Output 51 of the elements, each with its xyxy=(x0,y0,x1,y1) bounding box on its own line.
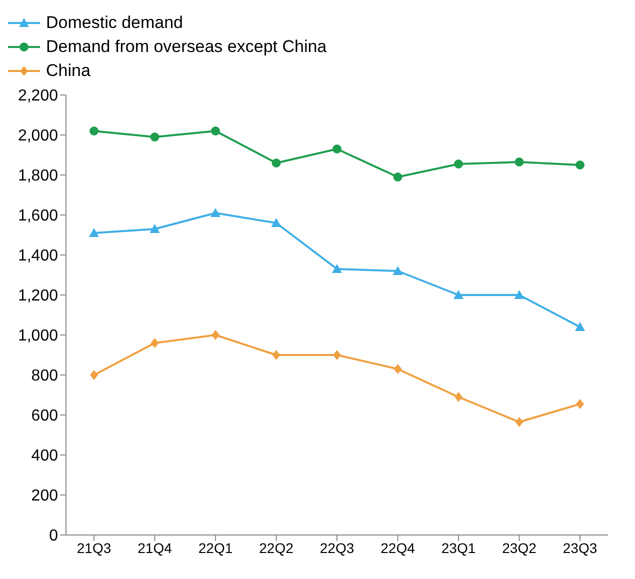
point xyxy=(515,417,524,427)
point xyxy=(333,350,341,360)
point xyxy=(454,160,463,168)
y-tick-label: 200 xyxy=(31,488,58,505)
point xyxy=(211,126,220,136)
point xyxy=(394,364,402,374)
point xyxy=(454,290,464,299)
legend-label: Demand from overseas except China xyxy=(46,37,327,57)
legend-label: Domestic demand xyxy=(46,13,184,33)
y-tick-label: 2,200 xyxy=(18,88,58,105)
y-tick-label: 1,800 xyxy=(18,168,58,185)
y-tick-label: 1,600 xyxy=(18,208,58,225)
point xyxy=(576,399,584,409)
x-tick-label: 23Q1 xyxy=(441,540,476,556)
y-tick-label: 0 xyxy=(49,528,58,545)
point xyxy=(212,330,220,340)
point xyxy=(89,228,99,237)
x-tick-label: 21Q4 xyxy=(138,540,172,556)
point xyxy=(454,392,462,402)
point xyxy=(514,290,524,299)
legend-label: China xyxy=(46,61,90,81)
y-tick-label: 1,200 xyxy=(18,288,58,305)
point xyxy=(210,208,220,217)
x-tick-label: 22Q3 xyxy=(320,540,354,556)
point xyxy=(150,224,160,233)
point xyxy=(90,126,98,136)
x-tick-label: 23Q2 xyxy=(502,540,537,556)
point xyxy=(332,144,342,154)
x-tick-label: 22Q1 xyxy=(198,540,233,556)
point xyxy=(272,350,280,360)
x-tick-label: 22Q4 xyxy=(380,540,416,556)
y-tick-label: 800 xyxy=(31,368,58,385)
y-tick-label: 1,400 xyxy=(18,248,58,265)
y-tick-label: 1,000 xyxy=(18,328,58,345)
point xyxy=(392,266,403,275)
point xyxy=(332,264,342,273)
y-tick-label: 400 xyxy=(31,448,58,465)
point xyxy=(576,160,584,170)
x-tick-label: 23Q3 xyxy=(562,540,598,556)
x-tick-label: 22Q2 xyxy=(259,540,294,556)
point xyxy=(150,338,159,348)
point xyxy=(272,158,281,168)
point xyxy=(150,132,160,142)
point xyxy=(575,322,585,331)
y-tick-label: 2,000 xyxy=(18,128,58,145)
x-tick-label: 21Q3 xyxy=(76,540,112,556)
y-tick-label: 600 xyxy=(31,408,58,425)
point xyxy=(393,172,402,182)
point xyxy=(90,370,98,380)
point xyxy=(514,158,524,166)
point xyxy=(271,218,282,227)
